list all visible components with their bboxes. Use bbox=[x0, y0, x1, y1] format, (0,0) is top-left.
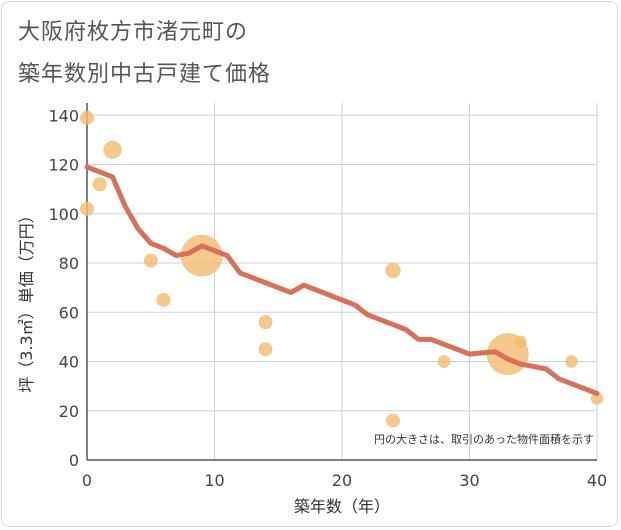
bubble-size-note: 円の大きさは、取引のあった物件面積を示す bbox=[374, 432, 594, 446]
tick-labels: 0 20 40 60 80 100 120 140 0 10 20 30 40 bbox=[48, 106, 607, 490]
data-bubble bbox=[156, 292, 171, 307]
y-tick-label: 40 bbox=[59, 353, 79, 372]
x-tick-label: 10 bbox=[204, 471, 224, 490]
y-tick-label: 140 bbox=[48, 106, 79, 125]
axes bbox=[86, 103, 597, 461]
trend-line bbox=[84, 164, 600, 396]
data-bubble bbox=[590, 392, 604, 405]
x-tick-label: 40 bbox=[587, 471, 607, 490]
y-axis-title: 坪（3.3㎡）単価（万円） bbox=[17, 207, 36, 392]
y-tick-label: 100 bbox=[48, 205, 79, 224]
data-bubble bbox=[386, 413, 400, 428]
y-tick-label: 60 bbox=[59, 303, 79, 322]
y-tick-label: 80 bbox=[59, 254, 79, 273]
x-tick-label: 30 bbox=[459, 471, 479, 490]
data-bubble bbox=[80, 110, 94, 125]
data-bubble bbox=[258, 342, 273, 357]
grid bbox=[87, 103, 598, 460]
chart-title-line1: 大阪府枚方市渚元町の bbox=[18, 20, 249, 45]
y-tick-label: 0 bbox=[69, 451, 79, 470]
y-tick-label: 120 bbox=[48, 156, 79, 175]
data-bubble bbox=[514, 335, 527, 349]
x-tick-label: 20 bbox=[332, 471, 352, 490]
data-bubble bbox=[437, 355, 451, 368]
chart-title-line2: 築年数別中古戸建て価格 bbox=[18, 62, 272, 87]
x-axis-title: 築年数（年） bbox=[294, 497, 390, 516]
trend-line-group bbox=[84, 164, 600, 396]
data-bubble bbox=[143, 253, 158, 268]
data-bubble bbox=[565, 355, 578, 368]
data-bubble bbox=[80, 201, 94, 216]
x-tick-label: 0 bbox=[82, 471, 92, 490]
bubbles bbox=[80, 110, 604, 428]
data-bubble bbox=[258, 315, 273, 330]
data-bubble bbox=[92, 177, 107, 192]
y-tick-label: 20 bbox=[59, 402, 79, 421]
data-bubble bbox=[103, 140, 122, 159]
data-bubble bbox=[180, 234, 223, 277]
data-bubble bbox=[385, 262, 401, 279]
